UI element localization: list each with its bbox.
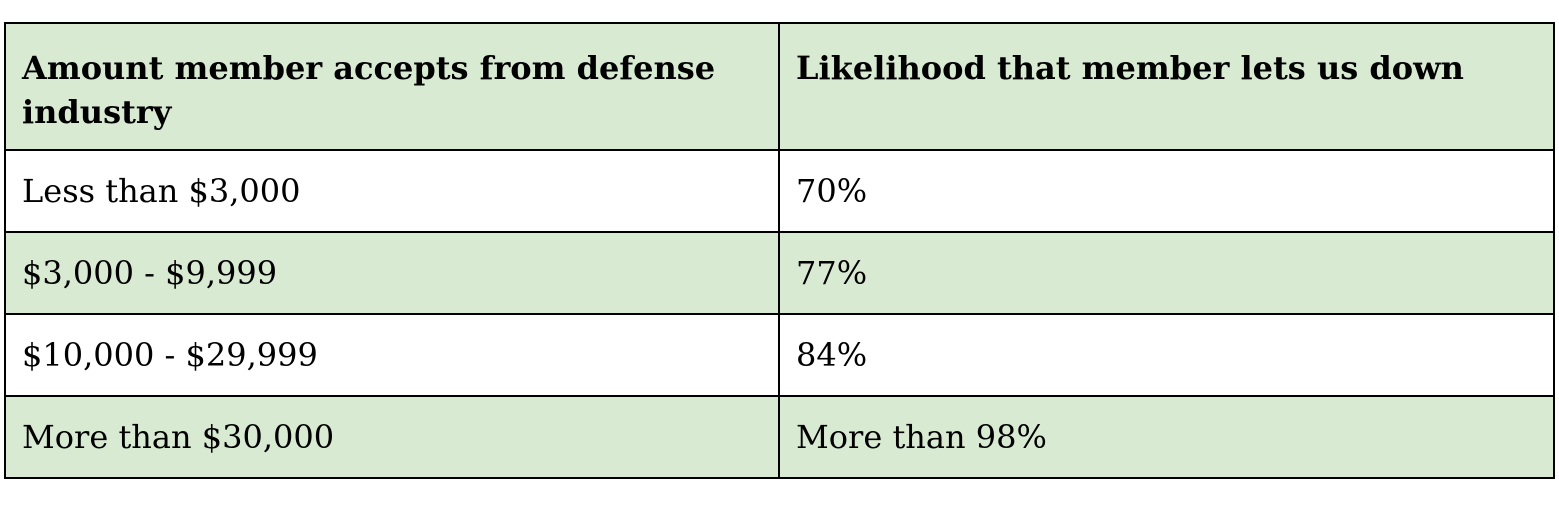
amount-cell: $3,000 - $9,999 <box>4 231 780 315</box>
likelihood-cell: 77% <box>778 231 1555 315</box>
header-likelihood: Likelihood that member lets us down <box>778 22 1555 151</box>
table-row: $3,000 - $9,999 77% <box>4 231 1555 315</box>
data-table: Amount member accepts from defense indus… <box>4 22 1555 479</box>
header-amount: Amount member accepts from defense indus… <box>4 22 780 151</box>
table-row: $10,000 - $29,999 84% <box>4 313 1555 397</box>
amount-cell: $10,000 - $29,999 <box>4 313 780 397</box>
likelihood-cell: 84% <box>778 313 1555 397</box>
likelihood-cell: 70% <box>778 149 1555 233</box>
likelihood-cell: More than 98% <box>778 395 1555 479</box>
amount-cell: More than $30,000 <box>4 395 780 479</box>
table-row: Less than $3,000 70% <box>4 149 1555 233</box>
table-header-row: Amount member accepts from defense indus… <box>4 22 1555 151</box>
amount-cell: Less than $3,000 <box>4 149 780 233</box>
table-row: More than $30,000 More than 98% <box>4 395 1555 479</box>
